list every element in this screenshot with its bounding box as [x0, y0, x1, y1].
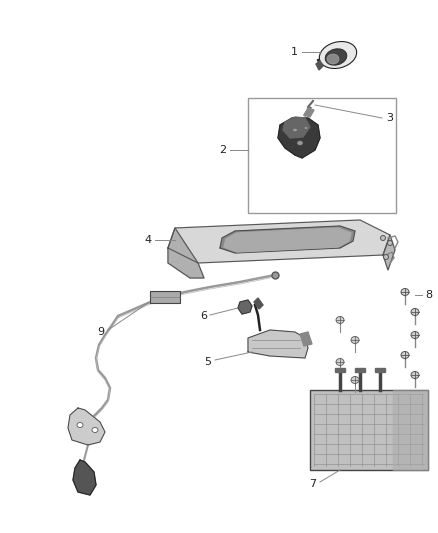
Ellipse shape [304, 126, 308, 130]
Ellipse shape [336, 317, 344, 324]
Text: 6: 6 [200, 311, 207, 321]
Text: 9: 9 [97, 327, 104, 337]
Ellipse shape [325, 49, 347, 65]
Polygon shape [300, 332, 312, 346]
Polygon shape [168, 228, 204, 278]
Text: 5: 5 [204, 357, 211, 367]
Ellipse shape [77, 423, 83, 427]
Ellipse shape [351, 336, 359, 343]
Ellipse shape [92, 427, 98, 432]
Ellipse shape [388, 240, 392, 246]
Text: 3: 3 [386, 113, 393, 123]
Polygon shape [254, 298, 263, 309]
Text: 8: 8 [425, 290, 432, 300]
Ellipse shape [319, 42, 357, 68]
Polygon shape [220, 226, 355, 253]
Polygon shape [375, 368, 385, 372]
Polygon shape [168, 220, 390, 263]
Polygon shape [283, 117, 310, 138]
Polygon shape [304, 108, 314, 117]
Ellipse shape [351, 376, 359, 384]
Ellipse shape [401, 288, 409, 295]
Polygon shape [73, 460, 96, 495]
Bar [150, 291, 180, 303]
Polygon shape [335, 368, 345, 372]
Ellipse shape [411, 332, 419, 338]
Ellipse shape [297, 141, 303, 146]
Text: 4: 4 [145, 235, 152, 245]
Polygon shape [248, 330, 308, 358]
Polygon shape [383, 235, 395, 270]
Polygon shape [224, 228, 351, 252]
Bar [248, 98, 396, 213]
Text: 1: 1 [291, 47, 298, 57]
Ellipse shape [384, 254, 389, 260]
Text: 2: 2 [219, 145, 226, 155]
Text: 7: 7 [309, 479, 316, 489]
Ellipse shape [293, 128, 297, 132]
Polygon shape [68, 408, 105, 445]
Bar [310, 390, 428, 470]
Ellipse shape [381, 236, 385, 240]
Polygon shape [393, 390, 428, 470]
Ellipse shape [411, 372, 419, 378]
Polygon shape [355, 368, 365, 372]
Ellipse shape [336, 359, 344, 366]
Polygon shape [238, 300, 252, 314]
Ellipse shape [411, 309, 419, 316]
Polygon shape [316, 61, 323, 70]
Ellipse shape [401, 351, 409, 359]
Polygon shape [278, 118, 320, 158]
Ellipse shape [327, 54, 339, 64]
